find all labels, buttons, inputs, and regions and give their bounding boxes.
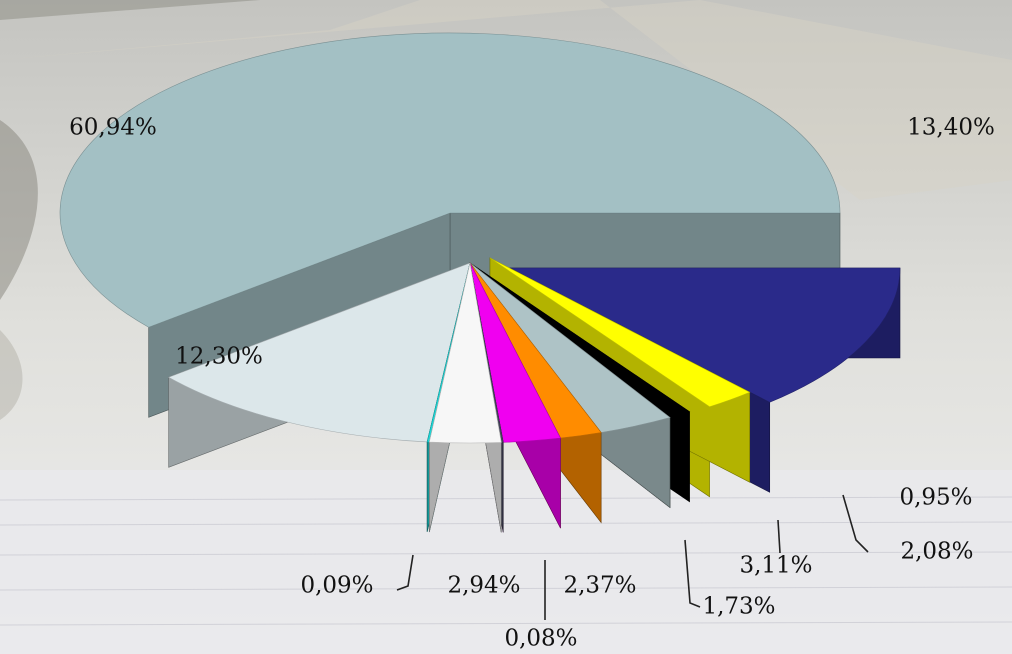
data-label: 0,09% bbox=[300, 572, 374, 599]
data-label: 2,37% bbox=[563, 572, 637, 599]
data-label: 2,08% bbox=[900, 538, 974, 565]
pie-slice bbox=[428, 262, 502, 533]
data-label: 0,08% bbox=[504, 625, 578, 652]
data-label: 3,11% bbox=[739, 552, 813, 579]
data-label: 60,94% bbox=[69, 114, 157, 141]
data-label: 13,40% bbox=[907, 114, 995, 141]
data-label: 1,73% bbox=[702, 593, 776, 620]
leader-line bbox=[842, 494, 869, 553]
data-label: 0,95% bbox=[899, 484, 973, 511]
data-label: 12,30% bbox=[175, 343, 263, 370]
leader-line bbox=[396, 554, 414, 591]
data-label: 2,94% bbox=[447, 572, 521, 599]
leader-line bbox=[777, 519, 781, 554]
leader-line bbox=[684, 539, 701, 608]
